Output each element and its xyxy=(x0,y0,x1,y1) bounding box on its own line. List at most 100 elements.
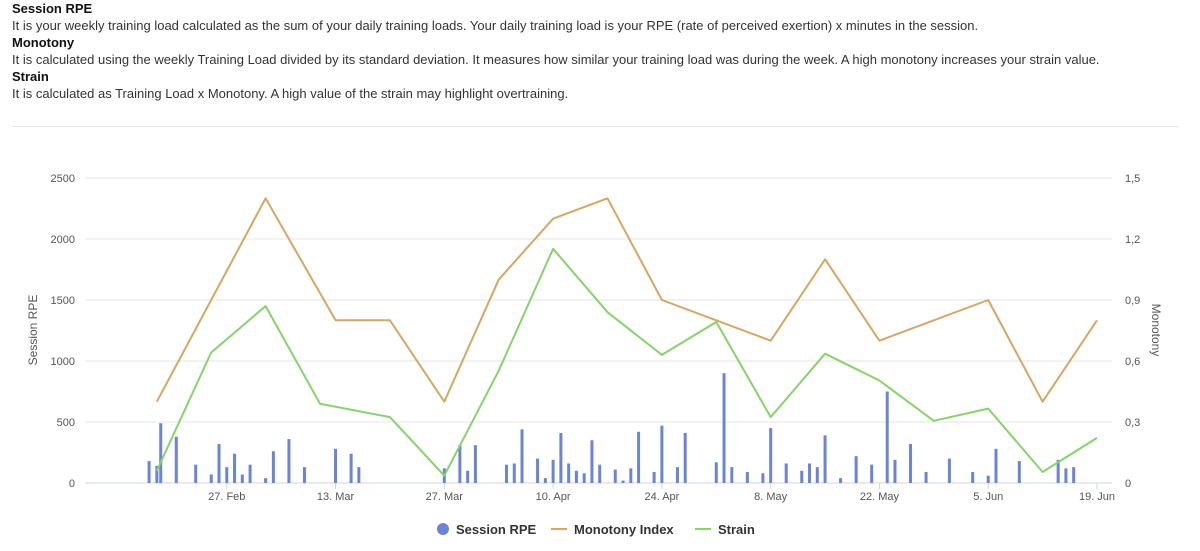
session-rpe-bar[interactable] xyxy=(1072,467,1076,483)
session-rpe-bar[interactable] xyxy=(947,458,951,483)
session-rpe-bar[interactable] xyxy=(225,467,229,483)
session-rpe-bar[interactable] xyxy=(808,463,812,483)
series-lines[interactable] xyxy=(155,197,1098,477)
session-rpe-bar[interactable] xyxy=(924,472,928,483)
x-tick-label: 5. Jun xyxy=(973,491,1003,503)
session-rpe-bar[interactable] xyxy=(287,439,291,483)
strain-line[interactable] xyxy=(155,247,1098,477)
session-rpe-bar[interactable] xyxy=(217,443,221,483)
session-rpe-bar[interactable] xyxy=(147,461,151,483)
session-rpe-bar[interactable] xyxy=(598,464,602,483)
session-rpe-bar[interactable] xyxy=(567,463,571,483)
y-right-tick-label: 0 xyxy=(1125,478,1131,490)
session-rpe-bar[interactable] xyxy=(574,470,578,483)
session-rpe-bar[interactable] xyxy=(994,448,998,483)
session-rpe-bar[interactable] xyxy=(637,431,641,483)
session-rpe-bar[interactable] xyxy=(155,465,159,483)
session-rpe-bar[interactable] xyxy=(683,432,687,483)
session-rpe-bar[interactable] xyxy=(536,458,540,483)
legend-session-rpe-marker xyxy=(437,523,449,535)
x-tick-label: 22. May xyxy=(860,491,900,503)
session-rpe-bar[interactable] xyxy=(520,429,524,483)
session-rpe-bar[interactable] xyxy=(745,472,749,483)
session-rpe-text: It is your weekly training load calculat… xyxy=(12,18,979,33)
legend: Session RPE Monotony Index Strain xyxy=(437,522,755,537)
session-rpe-bar[interactable] xyxy=(909,443,913,483)
session-rpe-bar[interactable] xyxy=(248,464,252,483)
y-right-tick-label: 0,6 xyxy=(1125,356,1140,368)
monotony-index-line[interactable] xyxy=(155,197,1098,403)
session-rpe-bar[interactable] xyxy=(675,467,679,483)
x-tick-label: 27. Mar xyxy=(426,491,464,503)
session-rpe-bar[interactable] xyxy=(714,462,718,483)
session-rpe-bar[interactable] xyxy=(473,445,477,483)
session-rpe-bar[interactable] xyxy=(551,459,555,483)
y-left-tick-label: 2000 xyxy=(51,234,75,246)
legend-item-strain[interactable]: Strain xyxy=(695,522,755,537)
strain-text: It is calculated as Training Load x Mono… xyxy=(12,86,569,101)
monotony-text: It is calculated using the weekly Traini… xyxy=(12,52,1100,67)
x-tick-label: 13. Mar xyxy=(317,491,355,503)
session-rpe-bar[interactable] xyxy=(722,373,726,483)
session-rpe-bar[interactable] xyxy=(769,428,773,483)
session-rpe-bar[interactable] xyxy=(971,472,975,483)
session-rpe-bar[interactable] xyxy=(466,470,470,483)
session-rpe-bar[interactable] xyxy=(870,464,874,483)
session-rpe-bar[interactable] xyxy=(784,463,788,483)
x-tick-label: 27. Feb xyxy=(208,491,245,503)
session-rpe-bar[interactable] xyxy=(761,473,765,483)
session-rpe-bar[interactable] xyxy=(629,468,633,483)
session-rpe-bar[interactable] xyxy=(854,456,858,483)
y-left-tick-label: 1000 xyxy=(51,356,75,368)
session-rpe-bar[interactable] xyxy=(730,467,734,483)
y-right-tick-label: 1,2 xyxy=(1125,234,1140,246)
legend-monotony-label: Monotony Index xyxy=(574,522,674,537)
session-rpe-bar[interactable] xyxy=(543,478,547,483)
session-rpe-bar[interactable] xyxy=(209,474,213,483)
session-rpe-bar[interactable] xyxy=(302,467,306,483)
session-rpe-bar[interactable] xyxy=(159,423,163,483)
session-rpe-bar[interactable] xyxy=(582,473,586,483)
legend-item-session-rpe[interactable]: Session RPE xyxy=(437,522,537,537)
session-rpe-bar[interactable] xyxy=(512,463,516,483)
session-rpe-bar[interactable] xyxy=(839,478,843,483)
session-rpe-bar[interactable] xyxy=(271,451,275,483)
axes: 0 500 1000 1500 2000 2500 0 0,3 0,6 0,9 1,2 1,5 27. … xyxy=(51,173,1141,503)
legend-session-rpe-label: Session RPE xyxy=(456,522,537,537)
session-rpe-bar[interactable] xyxy=(504,464,508,483)
session-rpe-bar[interactable] xyxy=(986,475,990,483)
gridlines xyxy=(85,177,1112,484)
session-rpe-bar[interactable] xyxy=(349,453,353,483)
session-rpe-bar[interactable] xyxy=(613,469,617,483)
session-rpe-bar[interactable] xyxy=(240,474,244,483)
session-rpe-bar[interactable] xyxy=(1056,459,1060,483)
session-rpe-bar[interactable] xyxy=(1017,461,1021,483)
session-rpe-bar[interactable] xyxy=(357,467,361,483)
session-rpe-bar[interactable] xyxy=(590,440,594,483)
session-rpe-bar[interactable] xyxy=(815,467,819,483)
session-rpe-bar[interactable] xyxy=(885,391,889,484)
session-rpe-bar[interactable] xyxy=(458,445,462,483)
session-rpe-heading: Session RPE xyxy=(12,1,93,16)
session-rpe-bar[interactable] xyxy=(1064,468,1068,483)
description-panel: Session RPE It is your weekly training l… xyxy=(12,0,1182,102)
legend-item-monotony-index[interactable]: Monotony Index xyxy=(551,522,674,537)
session-rpe-bars[interactable] xyxy=(147,373,1076,484)
y-right-tick-label: 1,5 xyxy=(1125,173,1140,185)
session-rpe-bar[interactable] xyxy=(174,436,178,483)
session-rpe-bar[interactable] xyxy=(893,459,897,483)
session-rpe-bar[interactable] xyxy=(334,448,338,483)
session-rpe-bar[interactable] xyxy=(660,425,664,483)
session-rpe-bar[interactable] xyxy=(559,432,563,483)
x-tick-label: 10. Apr xyxy=(536,491,571,503)
session-rpe-bar[interactable] xyxy=(194,464,198,483)
session-rpe-bar[interactable] xyxy=(823,435,827,483)
session-rpe-bar[interactable] xyxy=(233,453,237,483)
session-rpe-bar[interactable] xyxy=(652,472,656,483)
session-rpe-bar[interactable] xyxy=(621,480,625,483)
session-rpe-bar[interactable] xyxy=(800,470,804,483)
separator-line xyxy=(12,126,1178,127)
y-right-tick-label: 0,3 xyxy=(1125,417,1140,429)
session-rpe-bar[interactable] xyxy=(264,478,268,483)
y-left-tick-label: 2500 xyxy=(51,173,75,185)
